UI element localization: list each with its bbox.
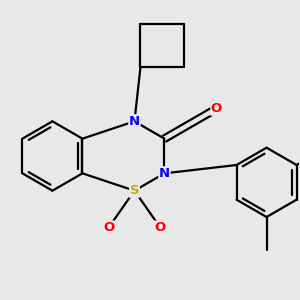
- Text: O: O: [155, 221, 166, 234]
- Text: O: O: [211, 102, 222, 115]
- Text: N: N: [129, 115, 140, 128]
- Text: O: O: [103, 221, 114, 234]
- Text: S: S: [130, 184, 139, 197]
- Text: N: N: [159, 167, 170, 180]
